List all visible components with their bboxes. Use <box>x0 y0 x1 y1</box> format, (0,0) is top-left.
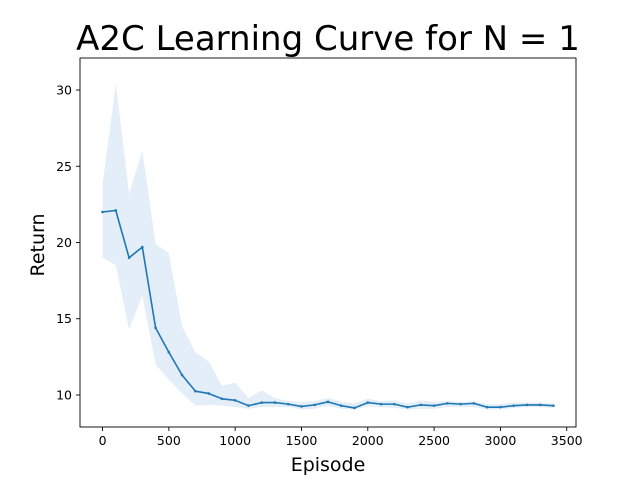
data-point <box>326 400 330 404</box>
data-point <box>207 392 210 395</box>
y-tick-label: 25 <box>56 159 72 174</box>
x-tick-label: 3000 <box>485 433 517 448</box>
y-tick-label: 30 <box>56 83 72 98</box>
x-tick-label: 3500 <box>551 433 583 448</box>
x-tick-label: 0 <box>99 433 107 448</box>
data-point <box>114 209 118 212</box>
chart-title: A2C Learning Curve for N = 1 <box>76 19 580 59</box>
data-point <box>512 404 515 407</box>
data-point <box>499 405 502 409</box>
data-point <box>300 405 303 408</box>
data-point <box>233 399 237 402</box>
data-point <box>432 404 436 407</box>
data-point <box>167 350 171 354</box>
data-point <box>472 402 476 405</box>
confidence-band <box>102 83 554 410</box>
data-point <box>273 401 277 404</box>
data-point <box>220 397 224 401</box>
data-point <box>379 402 383 406</box>
x-tick-label: 500 <box>157 433 181 448</box>
data-point <box>446 402 449 405</box>
data-point <box>459 402 462 406</box>
x-tick-label: 1500 <box>286 433 318 448</box>
data-point <box>154 326 157 330</box>
data-point <box>180 373 184 377</box>
data-point <box>127 256 131 260</box>
data-point <box>366 401 370 404</box>
data-point <box>260 401 263 404</box>
data-point <box>419 403 423 407</box>
data-point <box>286 402 290 406</box>
data-point <box>194 389 197 393</box>
data-point <box>525 403 529 407</box>
x-tick-label: 2500 <box>418 433 450 448</box>
y-axis-label: Return <box>27 213 49 276</box>
data-point <box>101 210 104 214</box>
y-tick-label: 10 <box>56 387 72 402</box>
data-point <box>141 245 144 249</box>
data-point <box>313 403 317 407</box>
y-tick-label: 15 <box>56 311 72 326</box>
y-tick-label: 20 <box>56 235 72 250</box>
x-tick-label: 2000 <box>352 433 384 448</box>
data-point <box>538 403 542 407</box>
data-point <box>339 404 343 407</box>
data-point <box>406 405 409 409</box>
data-point <box>353 406 356 410</box>
data-point <box>552 404 555 407</box>
x-axis-label: Episode <box>291 454 366 476</box>
data-point <box>247 404 250 407</box>
data-point <box>485 405 489 409</box>
data-point <box>393 402 396 406</box>
x-tick-label: 1000 <box>219 433 251 448</box>
